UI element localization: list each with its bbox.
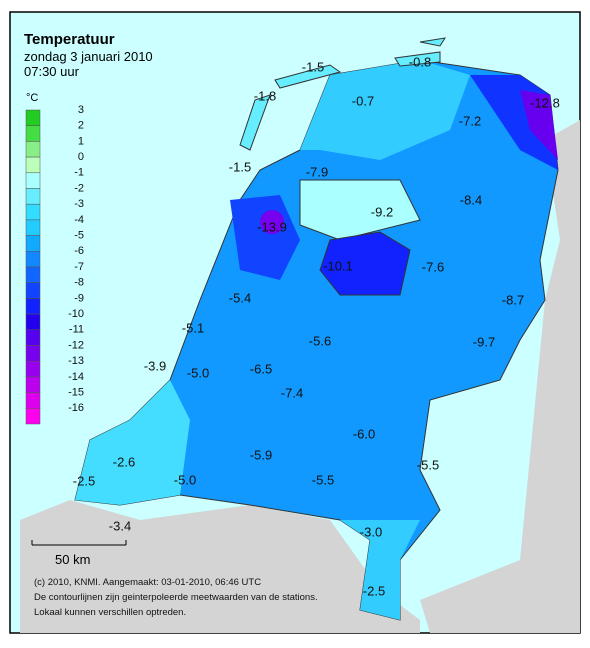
station-value: -5.6	[309, 333, 331, 348]
station-value: -0.8	[409, 54, 431, 69]
legend-label: -11	[69, 324, 84, 336]
station-value: -7.4	[281, 385, 303, 400]
station-value: -7.6	[422, 259, 444, 274]
station-value: -8.7	[502, 292, 524, 307]
cold-spot	[260, 210, 284, 234]
north-zone	[300, 60, 470, 160]
island	[394, 51, 441, 67]
footer: (c) 2010, KNMI. Aangemaakt: 03-01-2010, …	[34, 577, 261, 588]
legend-label: -16	[68, 402, 84, 414]
legend-label: 3	[78, 104, 84, 116]
station-value: -2.6	[113, 454, 135, 469]
legend-unit: °C	[26, 92, 38, 104]
island	[419, 37, 447, 47]
date: zondag 3 januari 2010	[24, 49, 153, 64]
legend-label: -12	[68, 339, 84, 351]
station-value: -2.5	[363, 583, 385, 598]
station-value: -5.5	[312, 472, 334, 487]
legend-label: -1	[74, 167, 84, 179]
legend-swatch	[25, 298, 41, 315]
belgium	[20, 500, 420, 633]
island	[239, 94, 271, 151]
legend-label: -3	[74, 198, 84, 210]
station-value: -7.9	[306, 164, 328, 179]
legend-swatch	[25, 313, 41, 331]
legend-label: -13	[68, 355, 84, 367]
legend-swatch	[25, 125, 41, 142]
cold-spot	[520, 90, 558, 160]
station-value: -5.4	[229, 290, 251, 305]
station-value: -2.5	[73, 473, 95, 488]
time: 07:30 uur	[24, 64, 80, 79]
station-value: -5.1	[182, 320, 204, 335]
legend-label: -6	[74, 245, 84, 257]
station-value: -1.5	[229, 159, 251, 174]
station-value: -5.5	[417, 457, 439, 472]
footer: De contourlijnen zijn geinterpoleerde me…	[34, 592, 318, 603]
legend-swatch	[25, 251, 41, 268]
station-value: -3.9	[144, 358, 166, 373]
legend-swatch	[25, 266, 41, 283]
legend-swatch	[25, 360, 41, 378]
station-value: -3.4	[109, 518, 131, 533]
station-value: -5.0	[187, 365, 209, 380]
legend-label: 0	[78, 151, 84, 163]
legend-label: -15	[68, 387, 84, 399]
legend-swatch	[25, 172, 41, 189]
stations: -1.5 -0.8 -1.8 -0.7 -12.8 -7.2 -1.5 -7.9 -9.2 -8.…	[73, 54, 560, 598]
legend-label: 1	[78, 135, 84, 147]
ijsselmeer	[299, 179, 421, 241]
legend-swatch	[25, 109, 41, 126]
legend-swatch	[25, 282, 41, 299]
legend-label: -8	[74, 277, 84, 289]
legend-swatch	[25, 392, 41, 409]
station-value: -9.7	[473, 334, 495, 349]
legend-swatch	[25, 141, 41, 158]
title: Temperatuur	[24, 31, 115, 48]
legend-label: -7	[74, 261, 84, 273]
legend-swatch	[25, 156, 41, 174]
station-value: -6.5	[250, 361, 272, 376]
station-value: -13.9	[257, 219, 287, 234]
station-value: -0.7	[352, 93, 374, 108]
legend-swatch	[25, 203, 41, 221]
station-value: -10.1	[323, 258, 353, 273]
station-value: -9.2	[371, 204, 393, 219]
station-value: -5.9	[250, 447, 272, 462]
legend-swatch	[25, 329, 41, 346]
legend: 3 2 1 0 -1 -2 -3 -4 -5 -6 -7 -8 -9 -10 -11 -12 -13 -14 -15…	[25, 104, 84, 425]
scale-label: 50 km	[55, 552, 90, 567]
southwest-zone	[75, 380, 190, 505]
legend-swatch	[25, 188, 41, 205]
footer: Lokaal kunnen verschillen optreden.	[34, 607, 186, 618]
legend-label: 2	[78, 120, 84, 132]
legend-swatch	[25, 345, 41, 362]
station-value: -1.5	[302, 59, 324, 74]
legend-label: -2	[74, 182, 84, 194]
legend-label: -4	[74, 214, 84, 226]
station-value: -3.0	[360, 524, 382, 539]
station-value: -7.2	[459, 113, 481, 128]
station-value: -1.8	[254, 88, 276, 103]
station-value: -8.4	[460, 192, 482, 207]
legend-label: -9	[74, 292, 84, 304]
south-zone	[340, 520, 420, 620]
legend-label: -14	[68, 371, 84, 383]
germany	[420, 120, 580, 633]
legend-swatch	[25, 235, 41, 252]
station-value: -6.0	[353, 426, 375, 441]
legend-label: -10	[68, 308, 84, 320]
station-value: -5.0	[174, 472, 196, 487]
flevoland	[319, 231, 411, 296]
legend-swatch	[25, 376, 41, 393]
legend-swatch	[25, 219, 41, 236]
station-value: -12.8	[530, 95, 560, 110]
legend-swatch	[25, 408, 41, 425]
legend-label: -5	[74, 230, 84, 242]
island	[274, 64, 342, 89]
